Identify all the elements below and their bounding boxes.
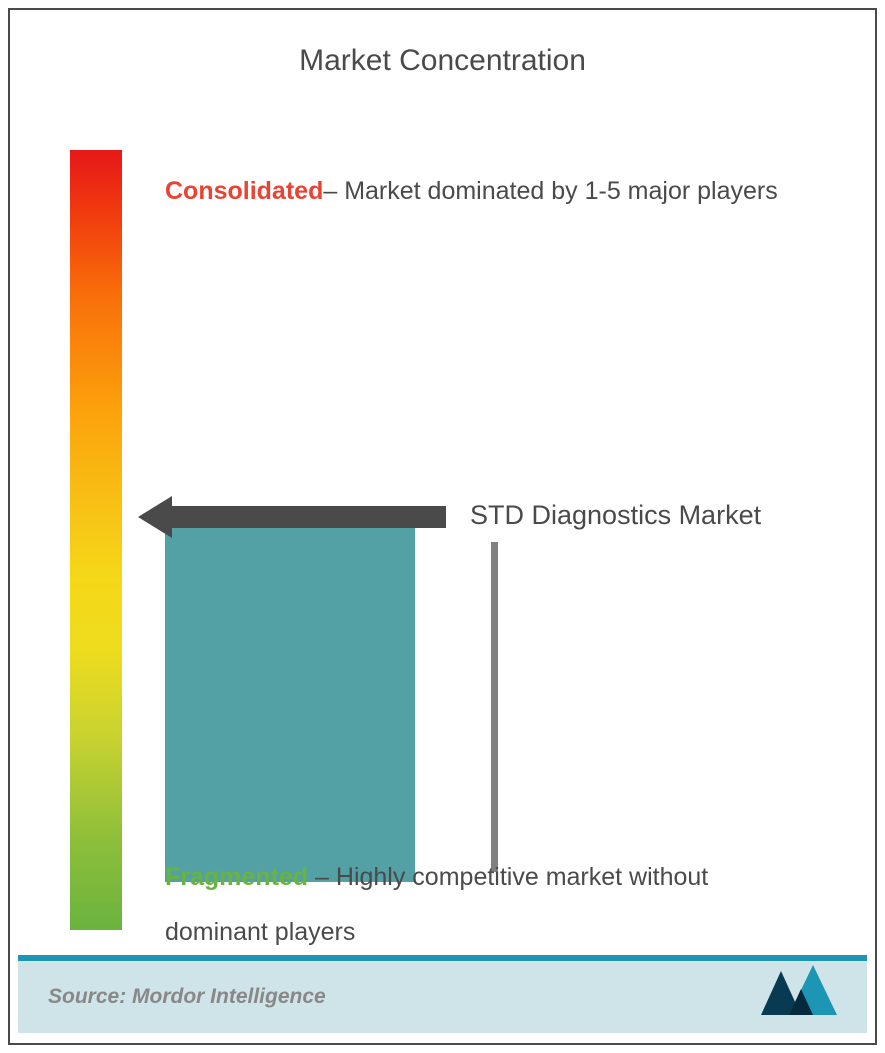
market-name-label: STD Diagnostics Market <box>470 500 761 531</box>
indicator-vertical-line <box>491 542 498 872</box>
footer-band: Source: Mordor Intelligence <box>18 955 867 1033</box>
arrow-left-icon <box>138 496 172 538</box>
concentration-gradient-bar <box>70 150 122 930</box>
indicator-arrow <box>138 500 446 532</box>
consolidated-label: Consolidated <box>165 177 323 205</box>
indicator-box <box>165 512 415 882</box>
brand-logo-icon <box>757 963 849 1023</box>
fragmented-description: Fragmented – Highly competitive market w… <box>165 850 815 960</box>
fragmented-label: Fragmented <box>165 863 308 891</box>
source-attribution: Source: Mordor Intelligence <box>48 985 326 1009</box>
arrow-body <box>168 506 446 528</box>
consolidated-description: Consolidated– Market dominated by 1-5 ma… <box>165 164 815 219</box>
consolidated-text: – Market dominated by 1-5 major players <box>323 177 777 205</box>
chart-content: Consolidated– Market dominated by 1-5 ma… <box>70 150 815 923</box>
chart-title: Market Concentration <box>10 10 875 78</box>
chart-frame: Market Concentration Consolidated– Marke… <box>8 8 877 1045</box>
